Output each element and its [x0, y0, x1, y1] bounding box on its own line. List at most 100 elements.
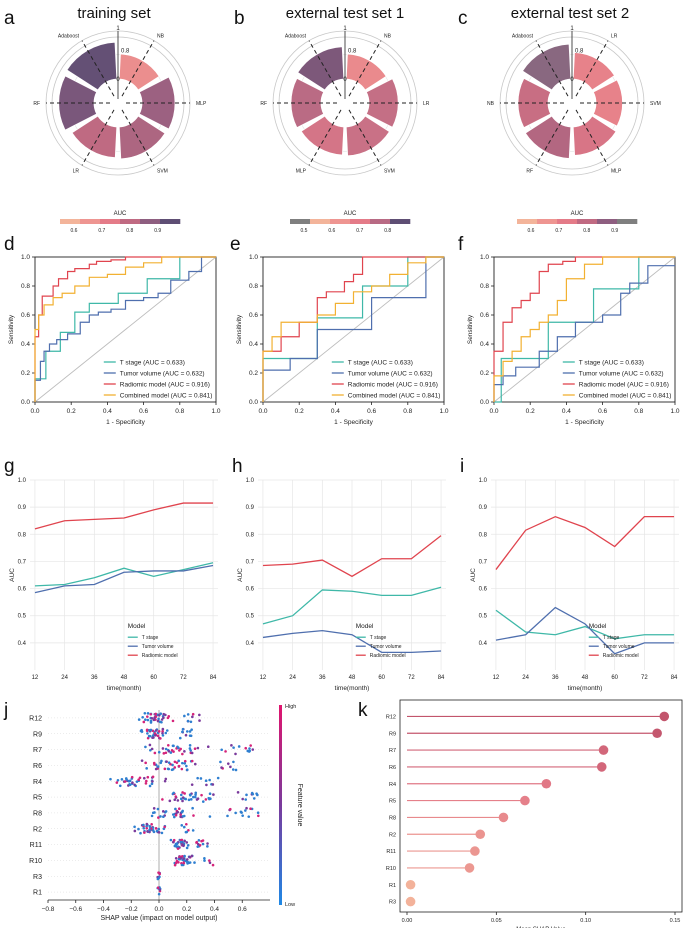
- x-tick-label-d-0: 0.0: [30, 408, 39, 415]
- panel-letter-i: i: [460, 456, 464, 477]
- legend-title-g: Model: [128, 623, 146, 630]
- legend-label-d-2: Radiomic model (AUC = 0.916): [120, 382, 210, 389]
- y-tick-label-h-1: 0.5: [246, 614, 255, 620]
- shap-feature-label-r6: R6: [33, 763, 42, 770]
- shap-point-r10-43: [182, 861, 186, 865]
- shap-point-r4-25: [148, 784, 152, 788]
- shap-point-r4-4: [120, 778, 124, 781]
- shap-point-r6-36: [163, 767, 167, 771]
- shap-point-r6-31: [219, 760, 222, 764]
- shap-point-r6-6: [177, 759, 181, 763]
- shap-point-r5-14: [208, 792, 212, 796]
- lollipop-label-r2: R2: [389, 832, 396, 838]
- shap-point-r10-15: [173, 863, 177, 867]
- y-tick-label-g-1: 0.5: [18, 614, 27, 620]
- shap-point-r7-27: [196, 746, 200, 750]
- shap-point-r4-19: [115, 781, 119, 784]
- panel-letter-e: e: [230, 234, 241, 255]
- shap-point-r1-0: [157, 892, 161, 896]
- shap-point-r8-1: [152, 807, 156, 810]
- colorbar-segment-b-5: [390, 219, 411, 224]
- legend-title-h: Model: [356, 623, 374, 630]
- shap-point-r4-17: [150, 782, 154, 786]
- legend-label-i-0: T stage: [603, 635, 620, 641]
- shap-point-r11-45: [176, 847, 180, 850]
- y-tick-label-i-0: 0.4: [479, 641, 488, 647]
- lollipop-head-r9: [652, 728, 662, 739]
- radial-divider-a-5: [81, 40, 115, 97]
- colorbar-label-b: AUC: [344, 211, 357, 217]
- radial-bar-a-rf: [58, 75, 98, 131]
- lollipop-x-tick-label-2: 0.10: [580, 918, 591, 924]
- shap-point-r9-11: [154, 729, 158, 732]
- shap-point-r11-42: [176, 845, 180, 848]
- shap-point-r7-44: [234, 752, 237, 756]
- legend-label-h-2: Radiomic model: [370, 653, 406, 659]
- shap-point-r7-42: [190, 751, 194, 755]
- shap-point-r8-40: [176, 810, 180, 814]
- y-tick-label-h-2: 0.6: [246, 587, 255, 593]
- shap-point-r10-44: [188, 855, 191, 859]
- radial-tick-0-a: 0: [116, 77, 120, 83]
- shap-point-r11-43: [179, 840, 183, 844]
- radial-divider-c-2: [575, 109, 609, 166]
- shap-point-r6-34: [156, 765, 160, 768]
- shap-point-r4-32: [138, 776, 142, 780]
- shap-x-tick-label-0: −0.8: [42, 906, 55, 913]
- y-tick-label-g-0: 0.4: [18, 641, 27, 647]
- shap-point-r6-26: [167, 761, 171, 764]
- x-tick-label-h-0: 12: [260, 675, 267, 681]
- shap-point-r7-31: [193, 747, 197, 751]
- colorbar-tick-b-3: 0.8: [384, 228, 391, 234]
- time-line-h-2: [262, 535, 442, 578]
- shap-point-r2-27: [185, 822, 188, 826]
- radial-label-a-rf: RF: [33, 101, 40, 107]
- radial-tick-0-b: 0: [343, 77, 347, 83]
- shap-point-r4-28: [123, 780, 127, 783]
- legend-label-e-2: Radiomic model (AUC = 0.916): [348, 382, 438, 389]
- x-tick-label-g-2: 36: [91, 675, 98, 681]
- x-axis-label-d: 1 - Specificity: [106, 419, 145, 426]
- shap-point-r9-24: [184, 733, 188, 737]
- y-tick-label-d-5: 1.0: [21, 254, 30, 261]
- y-tick-label-e-0: 0.0: [249, 399, 258, 406]
- radial-label-b-svm: SVM: [384, 169, 395, 175]
- shap-point-r5-34: [212, 793, 215, 796]
- colorbar-tick-b-1: 0.6: [328, 228, 335, 234]
- shap-point-r4-16: [163, 779, 167, 783]
- shap-point-r12-35: [167, 715, 171, 718]
- shap-point-r7-21: [230, 744, 233, 747]
- shap-point-r12-36: [137, 718, 141, 721]
- shap-point-r2-5: [139, 831, 142, 835]
- shap-point-r5-3: [194, 791, 198, 795]
- radial-divider-b-0: [348, 40, 382, 97]
- time-auc-chart-i: 0.4 0.5 0.6 0.7 0.8 0.9 1.0 12 24 36 48 60 72 84 time(…: [470, 478, 679, 692]
- colorbar-label-c: AUC: [571, 211, 584, 217]
- shap-point-r11-41: [171, 840, 175, 844]
- shap-feature-label-r9: R9: [33, 731, 42, 738]
- radial-label-c-lr: LR: [611, 33, 618, 39]
- shap-point-r9-15: [185, 730, 189, 733]
- x-tick-label-f-0: 0.0: [489, 408, 498, 415]
- radial-tick-08-b: 0.8: [348, 49, 357, 55]
- time-line-i-0: [495, 609, 675, 640]
- y-tick-label-d-2: 0.4: [21, 341, 30, 348]
- shap-point-r6-35: [232, 760, 235, 764]
- shap-colorbar-low-label: Low: [285, 902, 295, 908]
- shap-point-r9-39: [178, 736, 182, 740]
- radial-label-c-rf: RF: [526, 169, 533, 175]
- shap-point-r7-10: [166, 743, 170, 747]
- y-tick-label-h-5: 0.9: [246, 505, 255, 511]
- colorbar-segment-a-3: [120, 219, 141, 224]
- shap-point-r8-24: [249, 807, 252, 811]
- shap-point-r10-9: [185, 858, 189, 861]
- shap-point-r5-45: [189, 798, 193, 801]
- colorbar-tick-c-2: 0.8: [583, 228, 590, 234]
- shap-point-r2-33: [148, 825, 152, 828]
- shap-point-r7-32: [189, 749, 192, 752]
- radial-divider-a-0: [121, 40, 155, 97]
- colorbar-segment-a-5: [160, 219, 181, 224]
- shap-point-r6-10: [173, 766, 177, 769]
- shap-point-r8-33: [240, 811, 243, 814]
- shap-point-r11-39: [183, 839, 186, 843]
